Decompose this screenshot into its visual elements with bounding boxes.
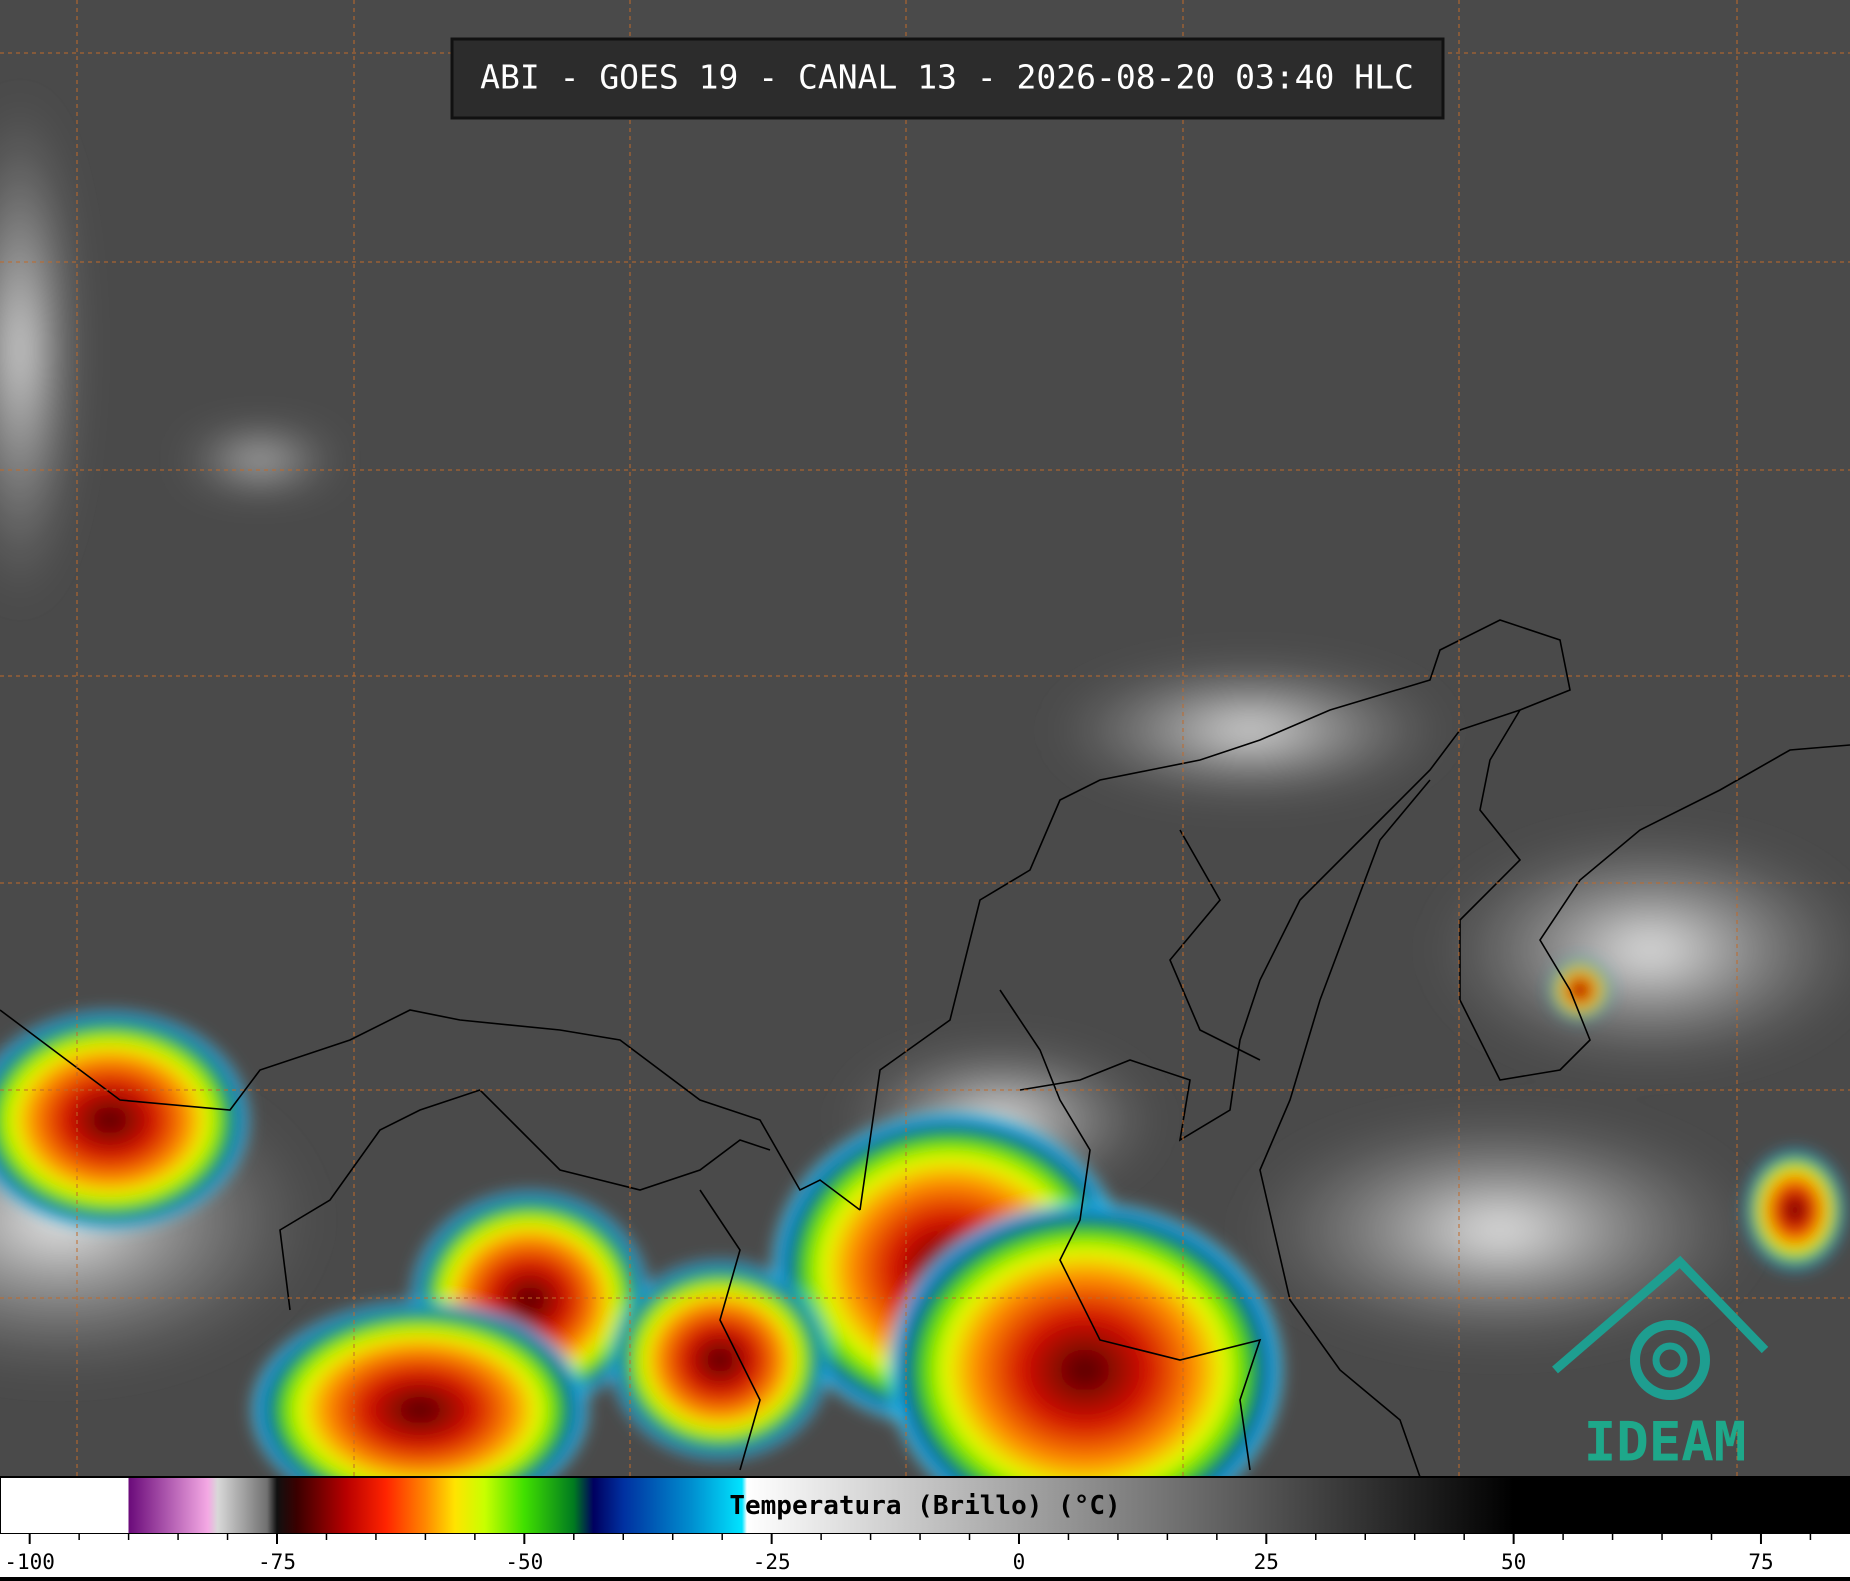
tick-label: 25 xyxy=(1254,1550,1279,1574)
tick-label: -50 xyxy=(505,1550,543,1574)
tick-label: 75 xyxy=(1748,1550,1773,1574)
colorbar-fill xyxy=(0,1476,1850,1535)
title: ABI - GOES 19 - CANAL 13 - 2026-08-20 03… xyxy=(480,58,1414,97)
logo-text: IDEAM xyxy=(1584,1411,1747,1474)
title-box: ABI - GOES 19 - CANAL 13 - 2026-08-20 03… xyxy=(450,37,1445,120)
tick-label: -75 xyxy=(258,1550,296,1574)
graticule xyxy=(0,0,1850,1477)
borders xyxy=(0,619,1850,1478)
tick-label: 0 xyxy=(1013,1550,1026,1574)
tick-label: -100 xyxy=(4,1550,55,1574)
tick-label: 50 xyxy=(1501,1550,1526,1574)
convective-cells xyxy=(0,960,1845,1540)
tick-strip xyxy=(0,1534,1850,1577)
tick-label: -25 xyxy=(753,1550,791,1574)
logo: IDEAM xyxy=(1552,1255,1769,1474)
colorbar: Temperatura (Brillo) (°C) -100 -75 -50 -25 0 2… xyxy=(0,1476,1850,1577)
colorbar-label: Temperatura (Brillo) (°C) xyxy=(729,1491,1120,1521)
